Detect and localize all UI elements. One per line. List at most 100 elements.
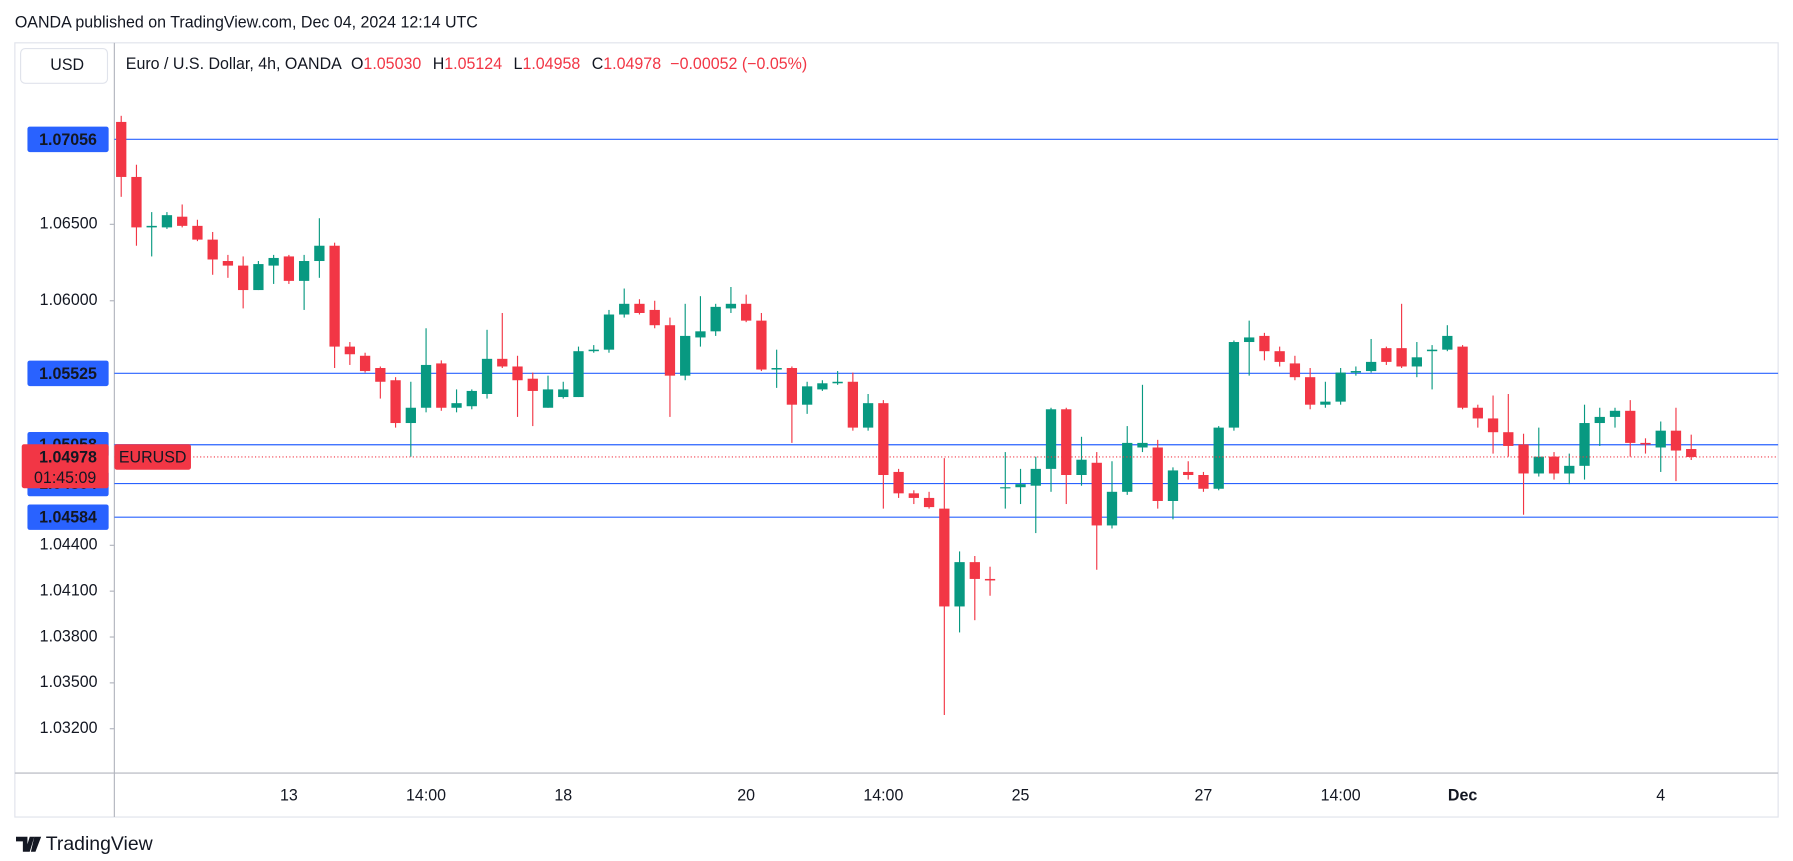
candle-body [984,578,996,581]
last-price-tag [21,444,109,489]
price-line-label: 1.05525 [39,365,97,383]
y-tick-label: 1.03800 [40,627,98,645]
candle-body [451,403,462,408]
candle-body [1518,444,1529,474]
candle-body [1594,416,1605,424]
candle-body [619,303,630,315]
x-tick-label: 14:00 [863,786,903,804]
candle-body [893,471,904,494]
y-tick-label: 1.04100 [40,581,98,599]
brand-logo [16,836,42,852]
symbol: Euro / U.S. Dollar, 4h, OANDA [126,55,342,73]
candle-body [1487,418,1499,433]
ohlc-key: C [592,55,604,73]
candle-body [1289,363,1301,378]
price-line-label: 1.04584 [39,509,97,527]
x-tick-label: 13 [280,786,298,804]
candle-body [283,256,295,281]
candle-body [1457,346,1468,408]
candle-body [801,386,813,405]
ohlc-value: 1.05124 [444,55,502,73]
candle-body [649,309,660,326]
candle-body [1350,371,1362,373]
ohlc-value: 1.04978 [603,55,661,73]
candle-body [497,358,508,367]
candle-body [512,366,523,381]
ohlc-value: 1.04958 [522,55,580,73]
currency-box[interactable] [20,48,109,84]
candle-body [771,368,782,370]
header: Euro / U.S. Dollar, 4h, OANDA O1.05030 H1.… [126,55,807,73]
candle-body [161,215,173,228]
candle-body [1228,342,1240,428]
candle-body [664,325,676,376]
price-line-tag [27,504,109,530]
candle-body [1564,465,1575,474]
candle-body [862,403,874,428]
candle-body [1259,335,1270,352]
x-tick-label: 18 [554,786,572,804]
candle-body [1411,357,1422,367]
candle-body [1335,372,1346,402]
candle-body [725,303,737,309]
candle-body [969,562,980,579]
candle-body [923,497,935,508]
candle-body [1472,407,1483,419]
candle-body [680,335,691,376]
candle-body [1183,471,1194,475]
candle-body [832,381,843,384]
y-tick-label: 1.04400 [40,536,98,554]
candle-body [1670,430,1682,451]
candle-body [238,265,249,291]
candle-body [436,363,447,408]
candle-body [847,381,859,428]
candle-body [1365,361,1377,372]
candle-body [954,562,965,607]
candle-body [268,257,279,266]
candle-body [1396,348,1407,367]
candle-body [298,261,310,281]
candle-body [1442,335,1453,350]
y-tick-label: 1.06500 [40,215,98,233]
candle-body [481,358,493,394]
candle-body [207,239,218,260]
candle-body [1091,462,1102,526]
candle-body [1655,430,1666,448]
ohlc-key: H [433,55,445,73]
y-tick-label: 1.03200 [40,719,98,737]
candle-body [1640,442,1651,445]
candle-body [1579,423,1590,466]
candle-body [603,314,615,350]
currency[interactable]: USD [50,56,84,74]
candle-body [1015,484,1026,488]
candle-body [939,508,950,607]
candle-body [1198,474,1209,489]
candle-body [405,407,416,424]
published-note: OANDA published on TradingView.com, Dec … [15,13,478,31]
candle-body [177,216,188,226]
candle-body [1625,410,1636,443]
candle-body [786,368,798,405]
candle-body [878,403,889,475]
candle-body [756,320,767,370]
candle-body [359,355,371,372]
candle-body [695,331,706,338]
ohlc-key: O [351,55,363,73]
candle-body [527,378,538,391]
candle-body [131,176,142,228]
candle-body [573,351,584,398]
candle-body [1305,377,1316,405]
candle-body [1320,401,1331,405]
candle-body [1533,456,1544,474]
countdown: 01:45:09 [34,469,96,487]
candle-body [344,346,355,355]
candle-body [1167,470,1179,501]
candle-body [1686,449,1697,457]
candle-body [1000,487,1011,489]
symbol-tag [114,444,191,470]
price-line-tag [27,126,109,153]
candle-body [1381,348,1392,362]
